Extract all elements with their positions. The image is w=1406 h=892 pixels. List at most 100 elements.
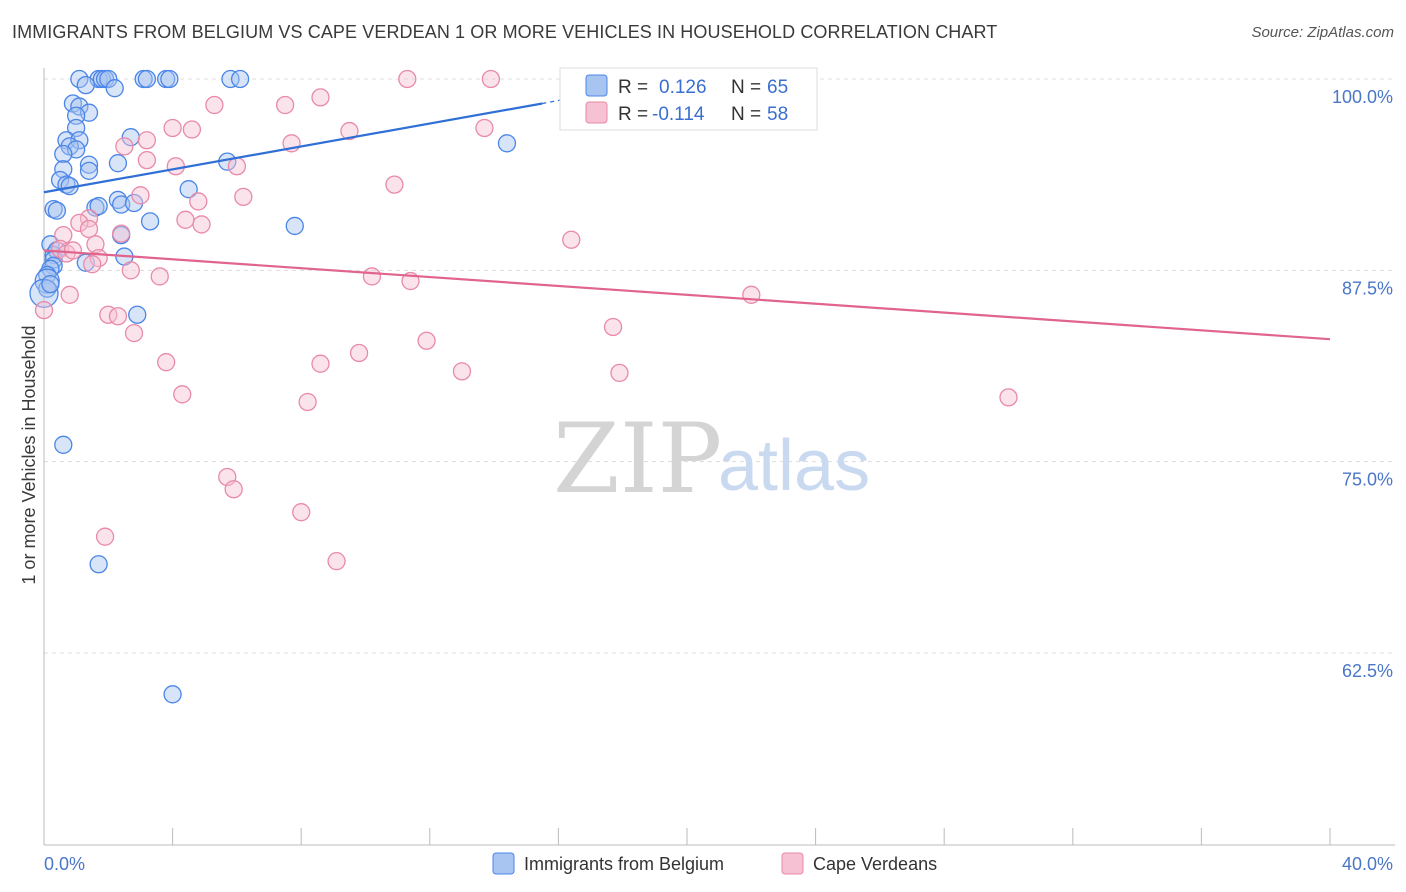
belgium-point: [140, 212, 160, 231]
x-tick-label-max: 40.0%: [1342, 854, 1393, 874]
cape-verdeans-point: [398, 69, 417, 89]
cape-verdeans-point: [298, 392, 317, 412]
belgium-point: [160, 69, 179, 89]
cape-verdeans-point: [224, 480, 243, 499]
belgium-point: [41, 274, 60, 294]
legend-label-belgium: Immigrants from Belgium: [524, 854, 724, 874]
cape-verdeans-point: [79, 209, 99, 228]
cape-verdeans-point: [137, 150, 157, 170]
cape-verdeans-point: [452, 362, 472, 381]
cape-verdeans-point: [112, 224, 131, 243]
legend-item-belgium[interactable]: Immigrants from Belgium: [492, 852, 724, 875]
belgium-point: [54, 144, 73, 164]
axes: [43, 68, 1395, 846]
y-tick-label: 87.5%: [1342, 278, 1393, 298]
cape-verdeans-point: [60, 285, 79, 304]
cape-verdeans-point: [234, 187, 253, 207]
y-tick-label: 100.0%: [1332, 87, 1393, 107]
legend-item-cape-verdeans[interactable]: Cape Verdeans: [781, 852, 937, 875]
cape-verdeans-point: [327, 552, 346, 571]
cape-verdeans-point: [192, 215, 211, 234]
cape-verdeans-point: [292, 503, 311, 522]
cape-verdeans-point: [562, 230, 581, 249]
watermark-zip: ZIP: [553, 403, 722, 515]
stats-n-label-pink: N =: [731, 104, 761, 125]
belgium-point: [76, 75, 95, 95]
cape-verdeans-point: [157, 353, 176, 372]
cape-verdeans-point: [189, 192, 208, 211]
stats-n-value-blue: 65: [767, 77, 788, 98]
legend: Immigrants from Belgium Cape Verdeans: [492, 852, 937, 875]
cape-verdeans-point: [275, 95, 295, 115]
belgium-point: [163, 685, 182, 704]
cape-verdeans-point: [131, 186, 150, 205]
cape-verdeans-point: [182, 120, 202, 139]
belgium-point: [34, 268, 60, 294]
cape-verdeans-point: [176, 210, 195, 229]
cape-verdeans-point: [150, 267, 169, 286]
y-tick-labels: 62.5% 75.0% 87.5% 100.0%: [1332, 87, 1393, 681]
y-tick-label: 75.0%: [1342, 470, 1393, 490]
stats-box: R = 0.126 N = 65 R = -0.114 N = 58: [559, 67, 818, 131]
belgium-point: [230, 69, 250, 89]
watermark: ZIP atlas: [553, 403, 870, 515]
trend-line-belgium: [43, 102, 543, 194]
belgium-point: [105, 79, 124, 98]
belgium-point: [54, 435, 73, 454]
belgium-point: [79, 161, 99, 180]
stats-swatch-blue: [585, 74, 608, 97]
belgium-point: [47, 201, 67, 220]
belgium-point: [89, 555, 108, 574]
belgium-point: [179, 180, 198, 199]
cape-verdeans-point: [481, 69, 501, 89]
cape-verdeans-point: [475, 118, 494, 138]
belgium-point: [221, 69, 240, 89]
cape-verdeans-point: [137, 131, 157, 150]
trend-line-cape-verdeans: [43, 249, 1331, 341]
cape-verdeans-point: [83, 255, 102, 274]
cape-verdeans-point: [349, 343, 369, 363]
cape-verdeans-point: [362, 267, 382, 286]
chart-title: IMMIGRANTS FROM BELGIUM VS CAPE VERDEAN …: [12, 22, 998, 42]
belgium-point: [54, 160, 73, 179]
cape-verdeans-point: [63, 241, 83, 260]
series-cape-verdeans: [34, 69, 1018, 571]
cape-verdeans-point: [86, 235, 105, 254]
cape-verdeans-point: [108, 307, 128, 326]
cape-verdeans-point: [340, 121, 359, 141]
cape-verdeans-point: [79, 219, 99, 239]
cape-verdeans-point: [163, 118, 182, 138]
stats-r-label-pink: R =: [618, 104, 648, 125]
cape-verdeans-point: [227, 157, 247, 176]
cape-verdeans-point: [385, 175, 404, 194]
stats-r-value-pink: -0.114: [652, 104, 705, 125]
cape-verdeans-point: [603, 317, 623, 337]
legend-swatch-cape-verdeans: [781, 852, 804, 875]
cape-verdeans-point: [417, 331, 436, 350]
y-tick-label: 62.5%: [1342, 661, 1393, 681]
cape-verdeans-point: [124, 323, 144, 343]
gridlines: [44, 78, 1395, 654]
belgium-point: [137, 69, 157, 89]
cape-verdeans-point: [95, 527, 115, 546]
belgium-point: [285, 216, 304, 236]
stats-n-label-blue: N =: [731, 77, 761, 98]
cape-verdeans-point: [205, 95, 224, 115]
stats-r-value-blue: 0.126: [659, 77, 707, 98]
cape-verdeans-point: [34, 300, 54, 320]
cape-verdeans-point: [54, 225, 73, 245]
watermark-atlas: atlas: [718, 426, 870, 506]
stats-n-value-pink: 58: [767, 104, 788, 125]
cape-verdeans-point: [166, 157, 185, 176]
belgium-point: [108, 154, 128, 173]
cape-verdeans-point: [115, 137, 134, 156]
cape-verdeans-point: [999, 388, 1018, 407]
cape-verdeans-point: [121, 261, 140, 280]
stats-r-label-blue: R =: [618, 77, 648, 98]
belgium-point: [89, 196, 108, 216]
cape-verdeans-point: [173, 385, 192, 404]
cape-verdeans-point: [70, 213, 89, 233]
x-tick-label-min: 0.0%: [44, 854, 85, 874]
legend-label-cape-verdeans: Cape Verdeans: [813, 854, 937, 874]
